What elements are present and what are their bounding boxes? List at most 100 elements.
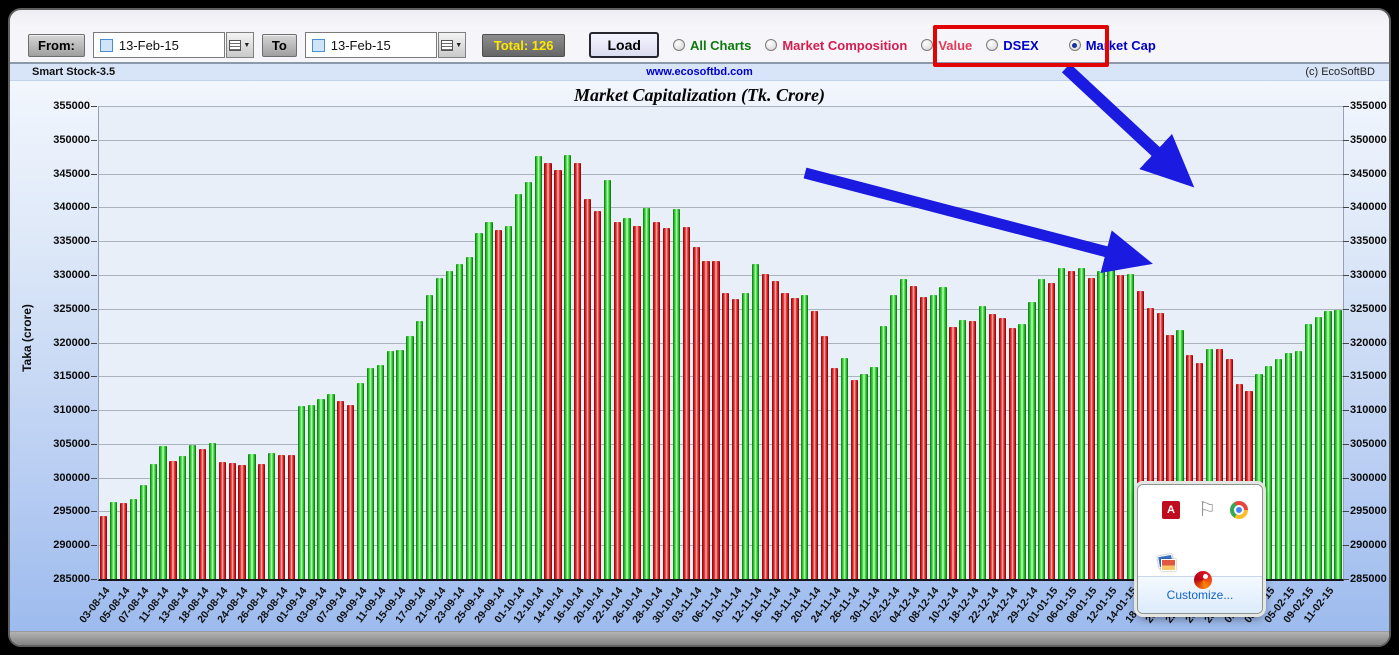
bar — [978, 306, 987, 579]
window-top-edge — [10, 10, 1389, 28]
radio-label: Market Cap — [1085, 37, 1156, 53]
gridline — [99, 173, 1343, 175]
y-axis-tick-label: 335000 — [53, 235, 90, 248]
bar — [159, 445, 167, 579]
bar — [653, 221, 661, 579]
bar — [426, 294, 434, 579]
bar — [909, 286, 918, 579]
photos-icon[interactable] — [1158, 553, 1176, 571]
bar — [189, 445, 197, 579]
bar — [1057, 268, 1066, 579]
bar — [761, 274, 769, 579]
radio-button-icon[interactable] — [672, 39, 685, 51]
bar — [771, 281, 779, 579]
bar — [554, 169, 562, 579]
y-axis-tick-label: 330000 — [53, 268, 90, 281]
bar — [1018, 323, 1026, 579]
tick-mark — [1343, 173, 1349, 175]
radio-button-icon[interactable] — [765, 39, 778, 51]
y-axis-tick-label: 325000 — [53, 302, 90, 315]
tick-mark — [1343, 207, 1349, 209]
radio-button-icon[interactable] — [921, 39, 934, 51]
bar — [337, 401, 345, 579]
bar — [1166, 335, 1174, 579]
y-axis-tick-label: 295000 — [53, 505, 90, 518]
y-axis-tick-label: 345000 — [1350, 167, 1387, 180]
from-date-field[interactable]: 13-Feb-15 — [92, 32, 225, 58]
tray-footer: Customize... — [1138, 576, 1262, 613]
bar — [198, 449, 207, 579]
bar — [1324, 310, 1332, 579]
bar — [396, 349, 404, 579]
bar — [416, 320, 424, 579]
radio-option-market-composition[interactable]: Market Composition — [765, 38, 907, 53]
from-date-value[interactable]: 13-Feb-15 — [118, 37, 179, 53]
bar — [988, 314, 997, 579]
gridline — [99, 477, 1343, 479]
bar — [939, 287, 947, 579]
tick-mark — [91, 207, 97, 209]
chevron-down-icon: ▼ — [455, 41, 463, 49]
radio-button-icon[interactable] — [1068, 39, 1081, 51]
tick-mark — [91, 511, 97, 513]
date-checkbox-icon[interactable] — [311, 38, 325, 52]
radio-option-value[interactable]: Value — [921, 38, 972, 53]
y-axis-tick-label: 285000 — [1350, 573, 1387, 585]
bar — [1196, 363, 1204, 579]
y-axis-tick-label: 320000 — [1350, 336, 1387, 349]
bar — [890, 294, 898, 579]
app-name: Smart Stock-3.5 — [32, 66, 116, 78]
radio-option-all-charts[interactable]: All Charts — [672, 38, 751, 53]
y-axis-tick-label: 285000 — [53, 573, 90, 585]
tick-mark — [1343, 443, 1349, 445]
tick-mark — [1343, 545, 1349, 547]
bar — [435, 277, 444, 579]
to-date-field[interactable]: 13-Feb-15 — [304, 32, 437, 58]
tick-mark — [1343, 274, 1349, 276]
website-link[interactable]: www.ecosoftbd.com — [646, 66, 753, 78]
bar — [504, 225, 513, 579]
radio-button-icon[interactable] — [986, 39, 999, 51]
bar — [1304, 323, 1312, 579]
chevron-down-icon: ▼ — [243, 41, 251, 49]
bar — [870, 366, 878, 579]
y-axis-tick-label: 315000 — [1350, 370, 1387, 383]
y-axis-tick-label: 340000 — [1350, 201, 1387, 214]
load-button[interactable]: Load — [589, 32, 659, 58]
bar — [100, 516, 108, 579]
y-axis-tick-label: 335000 — [1350, 235, 1387, 248]
bar — [781, 293, 789, 579]
flag-icon[interactable] — [1198, 501, 1216, 519]
bar — [307, 405, 315, 579]
bar — [258, 464, 266, 579]
radio-option-market-cap[interactable]: Market Cap — [1068, 37, 1156, 53]
bar — [366, 368, 375, 579]
from-date-dropdown-button[interactable]: ▼ — [225, 32, 254, 58]
chrome-icon[interactable] — [1230, 501, 1248, 519]
bar — [544, 163, 552, 579]
date-checkbox-icon[interactable] — [99, 38, 113, 52]
adobe-icon[interactable] — [1162, 501, 1180, 519]
bar — [228, 463, 236, 579]
to-date-value[interactable]: 13-Feb-15 — [330, 37, 391, 53]
y-axis-tick-label: 310000 — [1350, 404, 1387, 417]
customize-link[interactable]: Customize... — [1166, 588, 1234, 602]
bar — [801, 295, 809, 579]
bar — [633, 225, 641, 579]
bar — [287, 455, 296, 579]
swirl-icon[interactable] — [1194, 571, 1212, 589]
y-axis-tick-label: 290000 — [1350, 539, 1387, 552]
bar — [840, 358, 848, 579]
bar — [751, 264, 760, 579]
radio-option-dsex[interactable]: DSEX — [986, 38, 1039, 53]
tick-mark — [91, 579, 97, 580]
to-date-dropdown-button[interactable]: ▼ — [437, 32, 466, 58]
bar — [1284, 353, 1293, 579]
y-axis-tick-label: 290000 — [53, 539, 90, 552]
tick-mark — [91, 443, 97, 445]
bar — [1215, 349, 1224, 579]
bar — [1275, 358, 1283, 579]
system-tray-popup: Customize... — [1137, 484, 1263, 614]
bar — [1048, 283, 1056, 579]
